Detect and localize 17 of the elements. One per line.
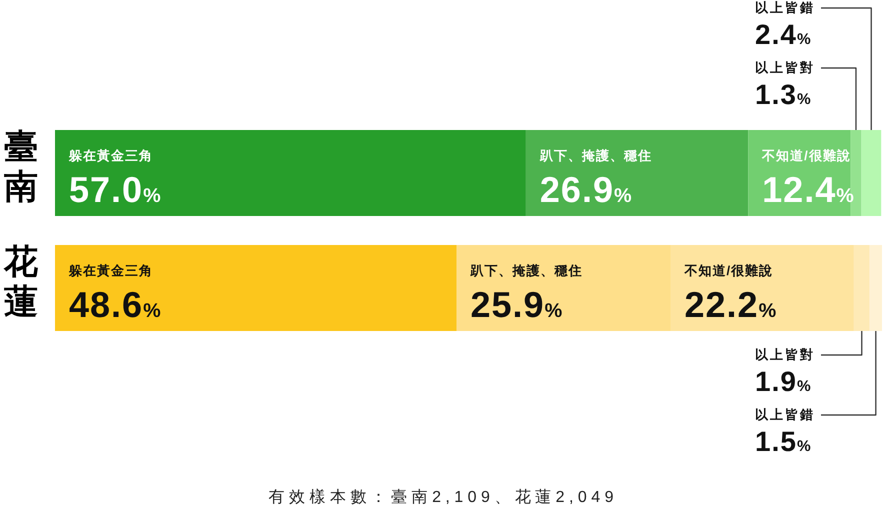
text: 不知道/很難說 <box>684 263 774 278</box>
data-label: 1.3% <box>755 79 812 110</box>
data-label: 1.5% <box>755 426 812 457</box>
text: 躲在黃金三角 <box>69 263 153 278</box>
text: 趴下、掩護、穩住 <box>470 263 583 278</box>
data-label: 12.4% <box>762 169 855 210</box>
data-label: 57.0% <box>69 169 162 210</box>
series-label: 趴下、掩護、穩住 <box>538 148 652 163</box>
data-label: 25.9% <box>470 284 564 325</box>
data-label: 26.9% <box>540 169 633 210</box>
data-label: 2.4% <box>755 19 812 50</box>
data-label: 48.6% <box>69 284 162 325</box>
data-label: 22.2% <box>684 284 778 325</box>
data-label: 1.9% <box>755 366 812 397</box>
text: 有 效 樣 本 數 ： 臺 南 2 , 1 0 9 、 花 蓮 2 , 0 4 9 <box>268 488 614 506</box>
series-label: 不知道/很難說 <box>761 148 851 163</box>
series-label: 躲在黃金三角 <box>68 148 153 163</box>
